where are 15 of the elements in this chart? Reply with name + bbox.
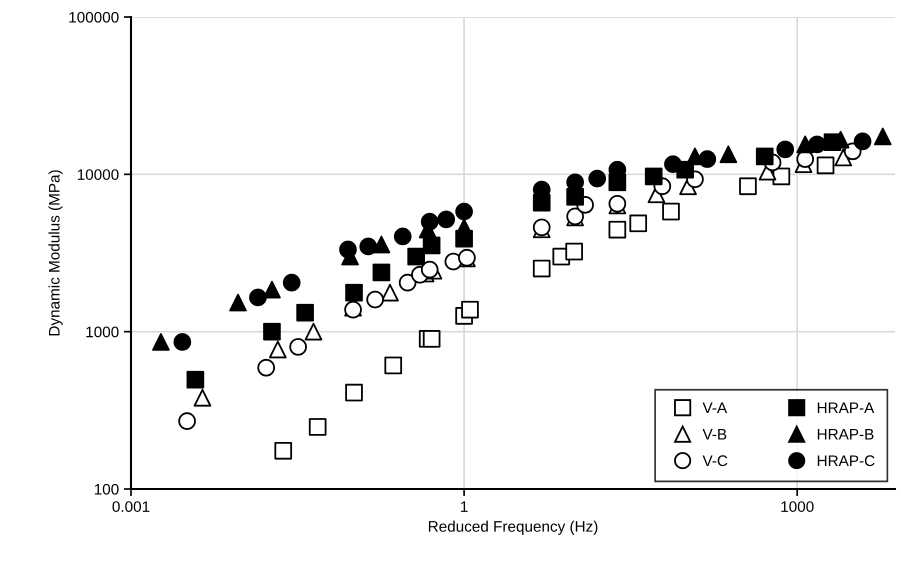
legend-label: V-C bbox=[702, 455, 728, 466]
x-tick-label: 1 bbox=[461, 501, 468, 512]
y-tick-label: 100000 bbox=[69, 12, 119, 23]
y-tick-label: 10000 bbox=[78, 169, 119, 180]
legend-label: HRAP-B bbox=[818, 428, 874, 440]
x-axis-title: Reduced Frequency (Hz) bbox=[428, 520, 598, 535]
legend-label: V-A bbox=[702, 402, 728, 414]
legend-label: HRAP-A bbox=[818, 402, 874, 414]
legend-label: HRAP-C bbox=[818, 455, 875, 466]
y-tick-label: 100 bbox=[94, 484, 119, 495]
x-tick-label: 1000 bbox=[781, 501, 814, 512]
y-tick-label: 1000 bbox=[86, 326, 119, 338]
legend-label: V-B bbox=[702, 428, 726, 440]
x-tick-label: 0.001 bbox=[112, 501, 150, 512]
y-axis-title: Dynamic Modulus (MPa) bbox=[48, 170, 63, 336]
